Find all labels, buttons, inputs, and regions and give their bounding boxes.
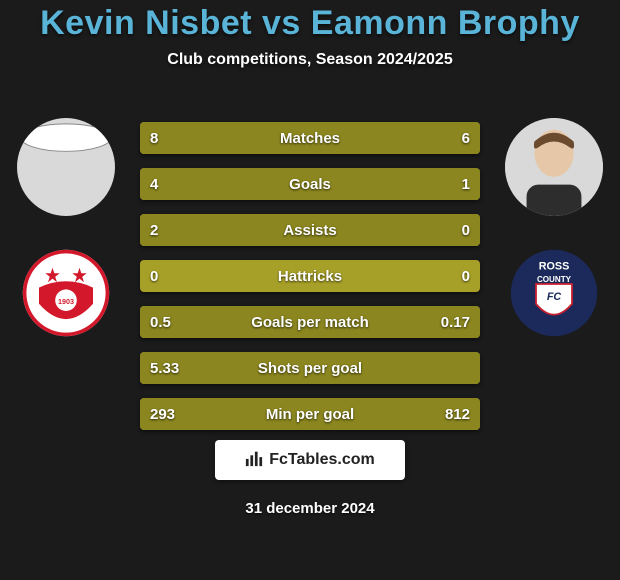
- player-right-avatar: [505, 118, 603, 216]
- watermark-text: FcTables.com: [269, 451, 375, 469]
- svg-text:ROSS: ROSS: [539, 261, 570, 273]
- left-player-column: 1903: [6, 118, 126, 338]
- club-right-crest: ROSS COUNTY FC: [509, 248, 599, 338]
- stat-row: 0.50.17Goals per match: [140, 306, 480, 338]
- stat-row: 41Goals: [140, 168, 480, 200]
- stat-label: Min per goal: [140, 398, 480, 430]
- svg-text:COUNTY: COUNTY: [537, 275, 572, 284]
- page-title: Kevin Nisbet vs Eamonn Brophy: [0, 0, 620, 43]
- page-subtitle: Club competitions, Season 2024/2025: [0, 51, 620, 69]
- stat-row: 86Matches: [140, 122, 480, 154]
- stat-row: 293812Min per goal: [140, 398, 480, 430]
- stat-label: Goals: [140, 168, 480, 200]
- comparison-infographic: Kevin Nisbet vs Eamonn Brophy Club compe…: [0, 0, 620, 580]
- stat-label: Goals per match: [140, 306, 480, 338]
- svg-text:1903: 1903: [58, 297, 74, 306]
- stat-row: 5.33Shots per goal: [140, 352, 480, 384]
- right-player-column: ROSS COUNTY FC: [494, 118, 614, 338]
- club-left-crest: 1903: [21, 248, 111, 338]
- stat-label: Shots per goal: [140, 352, 480, 384]
- watermark: FcTables.com: [215, 440, 405, 480]
- stat-row: 00Hattricks: [140, 260, 480, 292]
- date-stamp: 31 december 2024: [0, 500, 620, 517]
- stat-label: Assists: [140, 214, 480, 246]
- stat-label: Hattricks: [140, 260, 480, 292]
- bars-icon: [245, 449, 263, 472]
- stat-bars: 86Matches 41Goals 20Assists 00Hattricks 0.50…: [140, 122, 480, 430]
- stat-row: 20Assists: [140, 214, 480, 246]
- svg-text:FC: FC: [547, 291, 562, 303]
- player-left-avatar: [17, 118, 115, 216]
- stat-label: Matches: [140, 122, 480, 154]
